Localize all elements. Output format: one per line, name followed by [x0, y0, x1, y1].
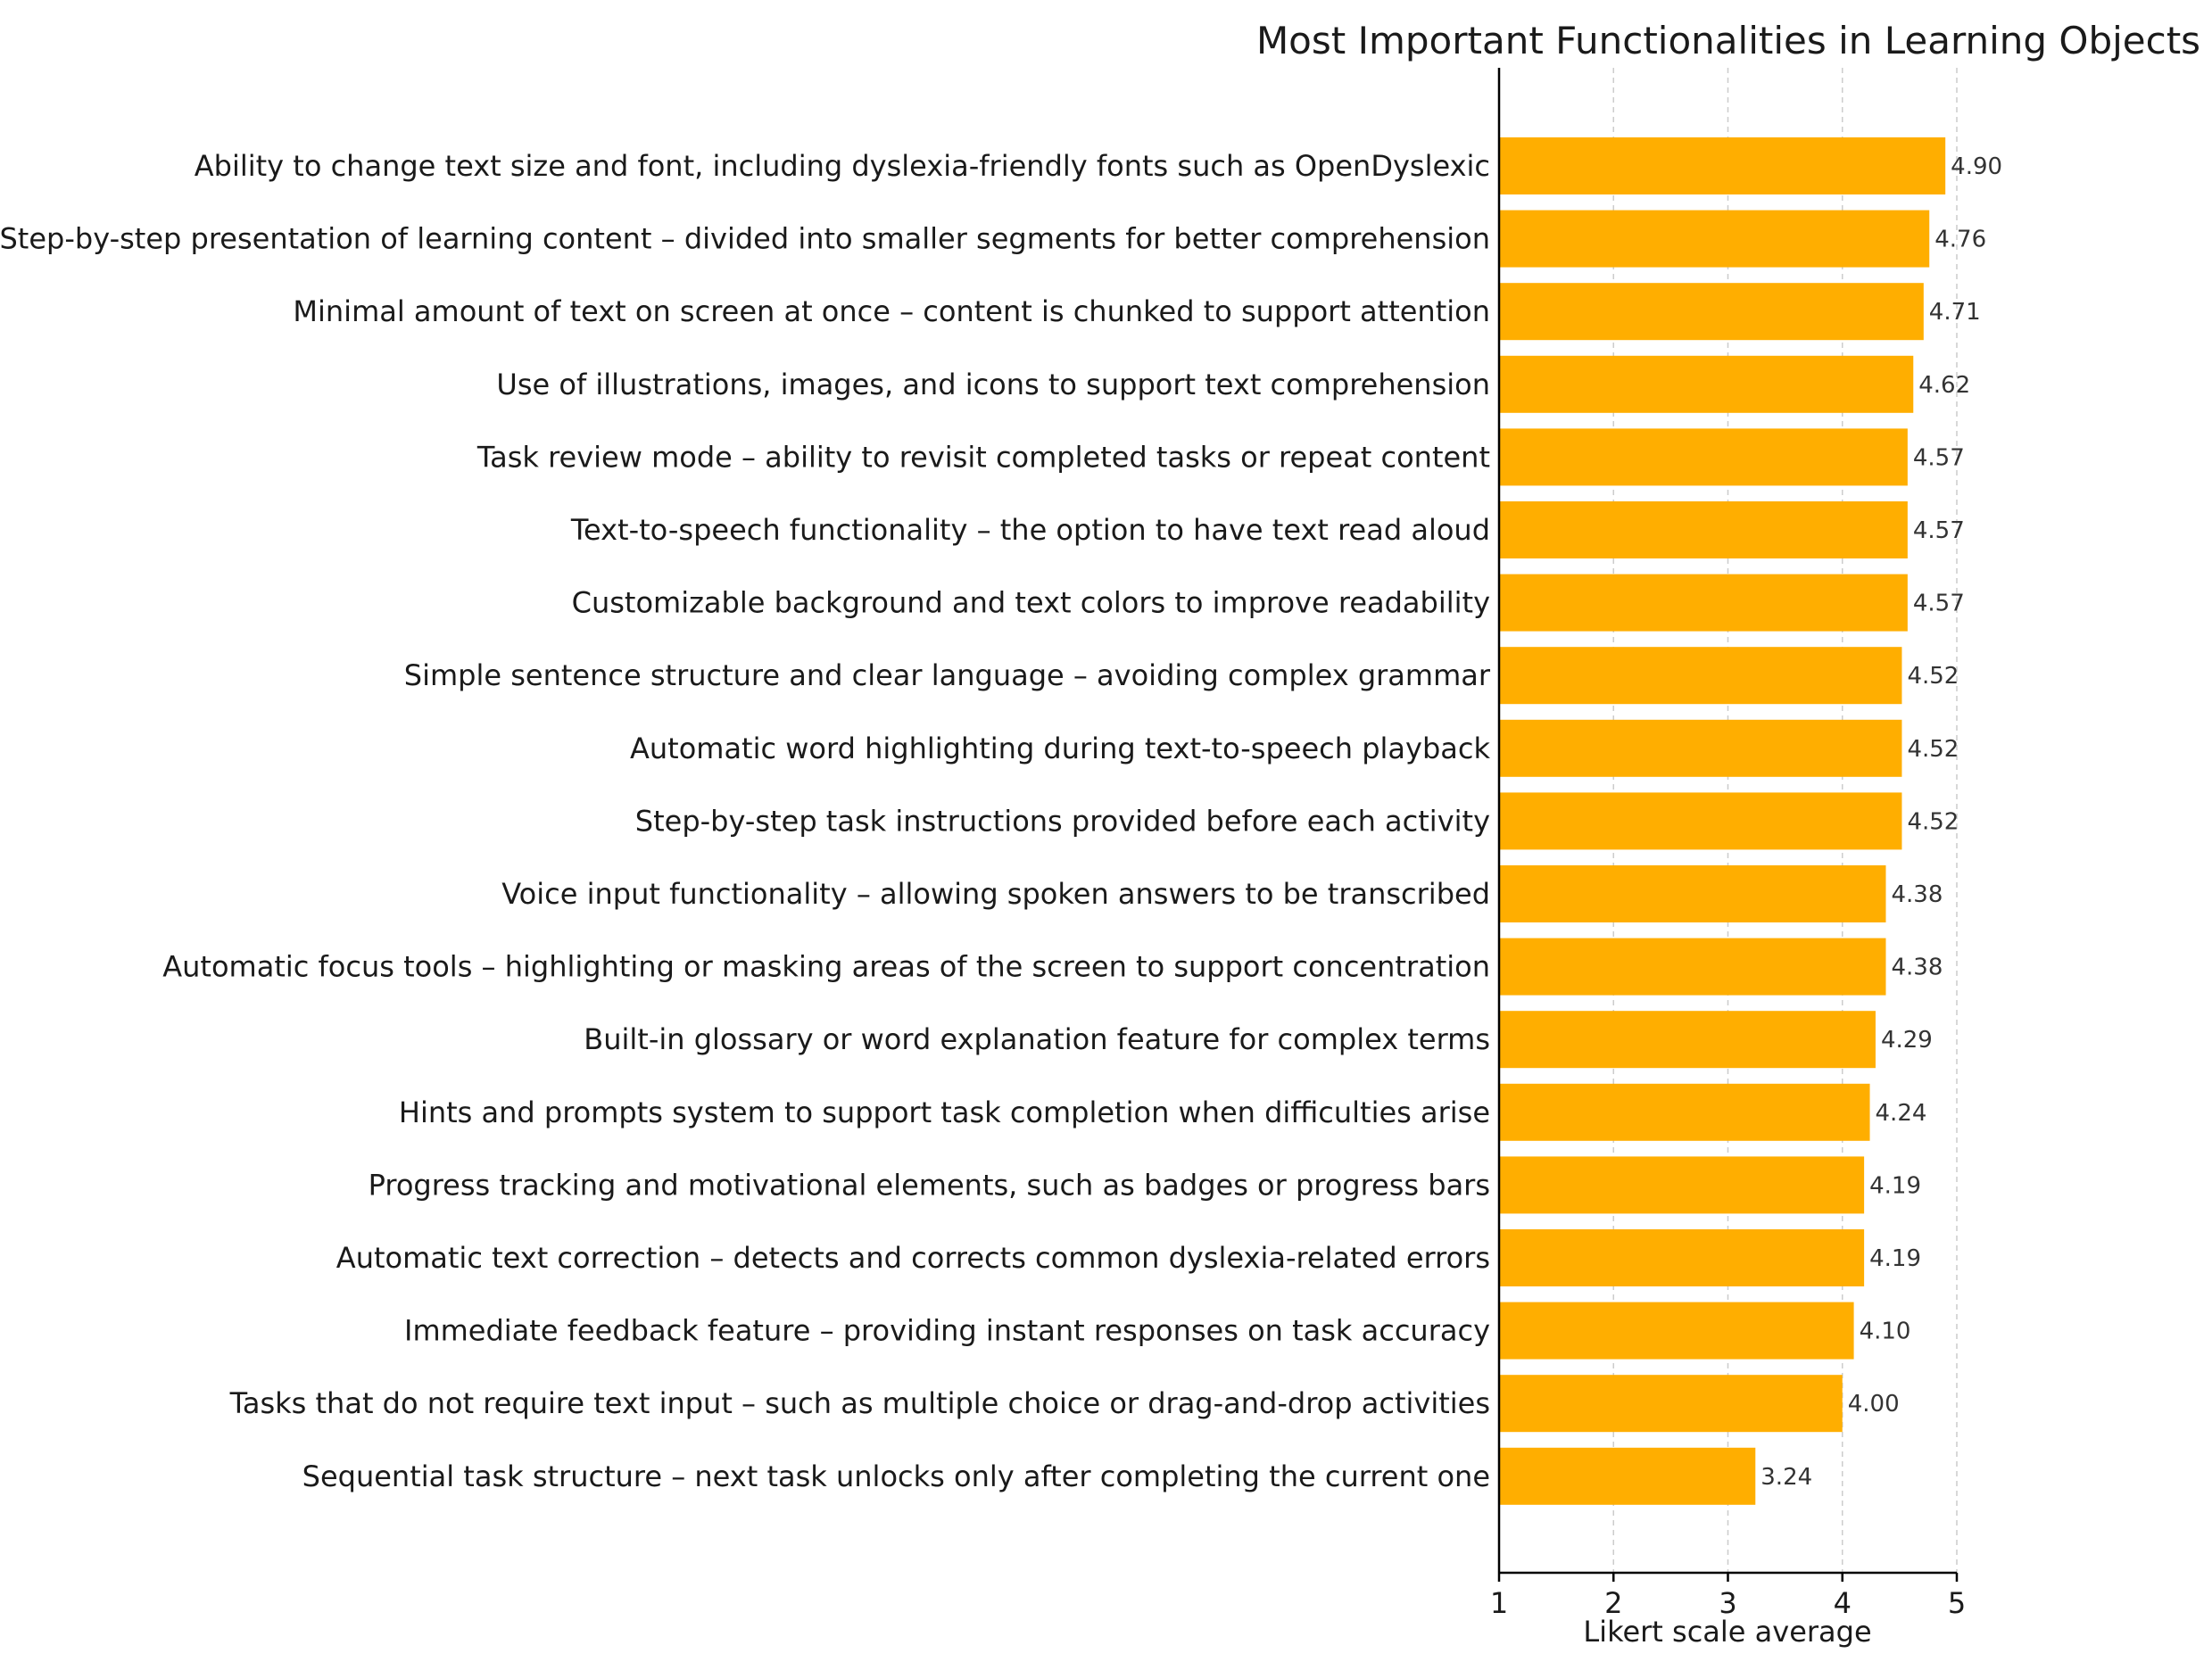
x-tick-label: 5	[1948, 1586, 1966, 1620]
value-label: 4.19	[1869, 1245, 1921, 1272]
x-tick-label: 2	[1604, 1586, 1622, 1620]
bar	[1499, 574, 1908, 632]
bar	[1499, 1302, 1854, 1360]
bar	[1499, 210, 1930, 268]
bar	[1499, 865, 1886, 922]
bar	[1499, 792, 1902, 850]
category-label: Text-to-speech functionality – the optio…	[570, 513, 1490, 547]
category-label: Task review mode – ability to revisit co…	[476, 440, 1490, 474]
x-tick-label: 4	[1834, 1586, 1852, 1620]
category-label: Tasks that do not require text input – s…	[229, 1386, 1490, 1420]
value-label: 4.38	[1891, 955, 1943, 981]
category-label: Sequential task structure – next task un…	[302, 1459, 1490, 1493]
bar	[1499, 1375, 1843, 1433]
bar	[1499, 1011, 1876, 1069]
category-label: Step-by-step presentation of learning co…	[0, 222, 1490, 256]
bar	[1499, 938, 1886, 996]
bar	[1499, 501, 1908, 558]
bar	[1499, 283, 1924, 341]
category-label: Simple sentence structure and clear lang…	[404, 658, 1491, 692]
x-axis-title: Likert scale average	[1583, 1615, 1871, 1649]
category-label: Automatic word highlighting during text-…	[630, 732, 1491, 765]
category-label: Voice input functionality – allowing spo…	[501, 877, 1490, 911]
value-label: 4.52	[1907, 808, 1959, 835]
category-label: Automatic focus tools – highlighting or …	[162, 950, 1490, 984]
bar	[1499, 355, 1914, 413]
x-tick-label: 1	[1490, 1586, 1508, 1620]
category-labels: Ability to change text size and font, in…	[0, 149, 1491, 1493]
value-label: 4.52	[1907, 736, 1959, 763]
bar	[1499, 647, 1902, 705]
category-label: Minimal amount of text on screen at once…	[293, 294, 1490, 328]
bar	[1499, 1229, 1865, 1286]
category-label: Ability to change text size and font, in…	[195, 149, 1490, 183]
value-label: 4.57	[1913, 444, 1965, 471]
category-label: Hints and prompts system to support task…	[399, 1095, 1490, 1129]
value-label: 4.57	[1913, 591, 1965, 617]
category-label: Use of illustrations, images, and icons …	[496, 368, 1490, 401]
category-label: Progress tracking and motivational eleme…	[369, 1168, 1490, 1202]
x-ticks: 1 2 3 4 5	[1490, 1573, 1966, 1620]
bar	[1499, 137, 1946, 194]
chart-title: Most Important Functionalities in Learni…	[1256, 19, 2200, 62]
category-label: Immediate feedback feature – providing i…	[404, 1314, 1490, 1348]
value-label: 4.00	[1848, 1391, 1900, 1418]
value-label: 4.71	[1929, 299, 1981, 326]
category-label: Built-in glossary or word explanation fe…	[584, 1022, 1490, 1056]
category-label: Customizable background and text colors …	[572, 586, 1490, 620]
value-label: 4.76	[1934, 227, 1986, 253]
value-label: 4.38	[1891, 881, 1943, 908]
category-label: Step-by-step task instructions provided …	[635, 804, 1490, 838]
category-label: Automatic text correction – detects and …	[336, 1241, 1490, 1275]
x-tick-label: 3	[1719, 1586, 1736, 1620]
bars-layer	[1499, 137, 1946, 1505]
value-label: 4.90	[1951, 153, 2002, 180]
value-label: 4.10	[1860, 1319, 1911, 1345]
bar	[1499, 1156, 1865, 1214]
bar	[1499, 719, 1902, 777]
value-labels: 4.90 4.76 4.71 4.62 4.57 4.57 4.57 4.52 4.52 4.52…	[1760, 153, 2002, 1491]
value-label: 4.29	[1881, 1027, 1933, 1054]
bar	[1499, 428, 1908, 486]
value-label: 3.24	[1760, 1464, 1812, 1491]
value-label: 4.57	[1913, 517, 1965, 544]
value-label: 4.52	[1907, 663, 1959, 690]
bar	[1499, 1083, 1870, 1141]
value-label: 4.24	[1876, 1100, 1927, 1127]
value-label: 4.19	[1869, 1172, 1921, 1199]
value-label: 4.62	[1918, 372, 1970, 399]
bar	[1499, 1447, 1756, 1505]
